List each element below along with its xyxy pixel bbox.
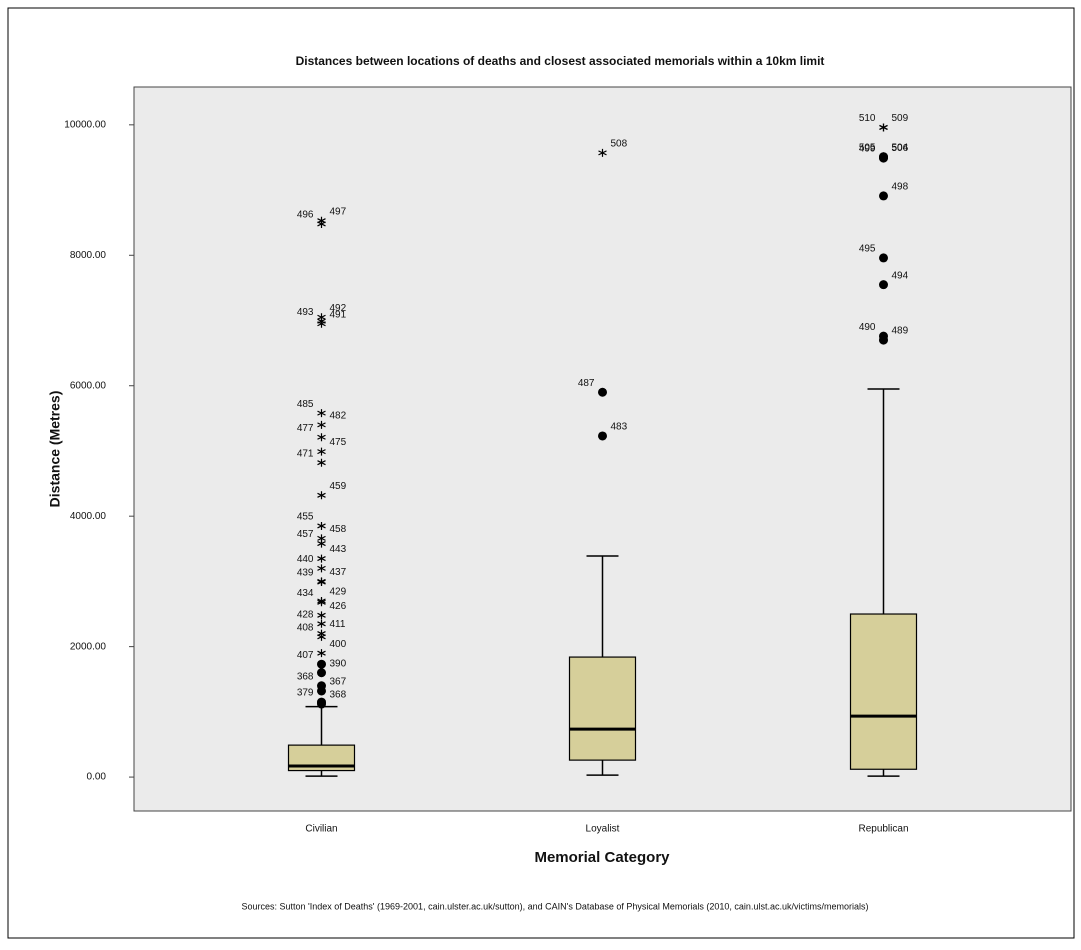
y-tick-label: 10000.00	[64, 119, 106, 130]
outlier	[317, 699, 326, 709]
outlier-label: 457	[297, 529, 314, 540]
chart-title: Distances between locations of deaths an…	[296, 54, 825, 68]
outlier-label: 475	[330, 437, 347, 448]
outlier	[317, 668, 326, 678]
extreme-outlier	[317, 319, 326, 328]
y-tick-label: 8000.00	[70, 250, 107, 261]
extreme-outlier	[317, 219, 326, 228]
outlier-label: 439	[297, 568, 314, 579]
outlier-label: 508	[611, 139, 628, 150]
extreme-outlier	[317, 564, 326, 573]
extreme-outlier	[317, 598, 326, 607]
extreme-outlier	[317, 578, 326, 587]
y-axis-label: Distance (Metres)	[47, 391, 63, 508]
outlier-label: 368	[297, 671, 314, 682]
outlier-label: 498	[892, 182, 909, 193]
extreme-outlier	[317, 433, 326, 442]
outlier-label: 509	[892, 113, 909, 124]
outlier	[879, 335, 888, 345]
outlier-label: 510	[859, 113, 876, 124]
outlier-label: 495	[859, 244, 876, 255]
outlier-label: 400	[330, 639, 347, 650]
outlier-label: 494	[892, 270, 909, 281]
outlier-label: 506	[892, 143, 909, 154]
y-tick-label: 6000.00	[70, 380, 107, 391]
extreme-outlier	[598, 148, 607, 157]
extreme-outlier	[317, 420, 326, 429]
outlier	[598, 387, 607, 397]
outlier-label: 487	[578, 378, 595, 389]
x-tick-label: Civilian	[305, 824, 337, 835]
extreme-outlier	[317, 521, 326, 530]
outlier	[879, 153, 888, 163]
outlier-label: 497	[330, 206, 347, 217]
outlier-label: 367	[330, 677, 347, 688]
outlier-label: 482	[330, 411, 347, 422]
outlier-label: 426	[330, 601, 347, 612]
frame	[7, 7, 1075, 939]
outlier-label: 390	[330, 658, 347, 669]
outlier-label: 437	[330, 567, 347, 578]
outlier-label: 434	[297, 588, 314, 599]
y-tick-label: 0.00	[87, 772, 107, 783]
outlier-label: 471	[297, 448, 314, 459]
source-note: Sources: Sutton 'Index of Deaths' (1969-…	[242, 901, 869, 911]
extreme-outlier	[317, 539, 326, 548]
outlier	[879, 253, 888, 263]
extreme-outlier	[317, 649, 326, 658]
outlier	[317, 686, 326, 696]
outlier-label: 458	[330, 524, 347, 535]
extreme-outlier	[317, 447, 326, 456]
outlier	[879, 191, 888, 201]
extreme-outlier	[317, 491, 326, 500]
x-tick-label: Republican	[858, 824, 908, 835]
extreme-outlier	[317, 632, 326, 641]
extreme-outlier	[317, 458, 326, 467]
outlier-label: 368	[330, 690, 347, 701]
box	[568, 656, 637, 761]
outlier-label: 428	[297, 609, 314, 620]
outlier-label: 483	[611, 422, 628, 433]
outlier-label: 379	[297, 688, 314, 699]
outlier-label: 429	[330, 587, 347, 598]
outlier-label: 491	[330, 309, 347, 320]
outlier-label: 496	[297, 210, 314, 221]
outlier-label: 505	[859, 142, 876, 153]
extreme-outlier	[317, 409, 326, 418]
extreme-outlier	[879, 123, 888, 132]
outlier-label: 455	[297, 512, 314, 523]
outlier-label: 477	[297, 423, 314, 434]
outlier-label: 440	[297, 554, 314, 565]
outlier-label: 408	[297, 622, 314, 633]
extreme-outlier	[317, 611, 326, 620]
outlier-label: 459	[330, 481, 347, 492]
outlier-label: 407	[297, 650, 314, 661]
box	[849, 613, 918, 770]
outlier-label: 443	[330, 544, 347, 555]
y-tick-label: 2000.00	[70, 641, 107, 652]
x-tick-label: Loyalist	[586, 824, 620, 835]
y-tick-label: 4000.00	[70, 511, 107, 522]
outlier-label: 493	[297, 307, 314, 318]
outlier	[317, 659, 326, 669]
x-axis-label: Memorial Category	[534, 849, 670, 866]
outlier	[598, 431, 607, 441]
outlier-label: 499	[859, 144, 876, 155]
outlier-label: 490	[859, 322, 876, 333]
outlier	[879, 280, 888, 290]
extreme-outlier	[317, 554, 326, 563]
outlier-label: 492	[330, 303, 347, 314]
outlier-label: 411	[330, 619, 346, 630]
extreme-outlier	[317, 619, 326, 628]
outlier-label: 489	[892, 326, 909, 337]
outlier-label: 504	[892, 142, 909, 153]
outlier-label: 485	[297, 399, 314, 410]
